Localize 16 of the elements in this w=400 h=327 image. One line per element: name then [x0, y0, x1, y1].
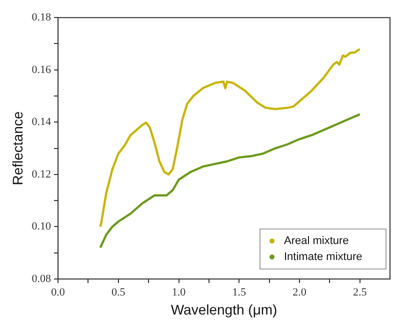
y-tick-label: 0.18 — [32, 11, 52, 24]
y-axis-title: Reflectance — [9, 111, 26, 186]
x-tick-label: 2.5 — [352, 286, 368, 298]
x-tick-label: 0.0 — [51, 286, 66, 298]
x-tick-label: 2.0 — [292, 286, 307, 298]
y-tick-label: 0.14 — [32, 116, 52, 128]
x-tick-label: 1.0 — [172, 286, 186, 298]
legend-label: Intimate mixture — [284, 251, 362, 264]
x-tick-label: 1.5 — [232, 286, 246, 298]
y-tick-label: 0.16 — [32, 64, 52, 76]
y-tick-label: 0.08 — [32, 272, 52, 285]
x-tick-label: 0.5 — [112, 286, 126, 298]
legend-label: Areal mixture — [284, 235, 349, 248]
y-tick-label: 0.10 — [32, 220, 52, 233]
x-axis-title: Wavelength (μm) — [170, 301, 278, 318]
y-tick-label: 0.12 — [32, 168, 52, 180]
